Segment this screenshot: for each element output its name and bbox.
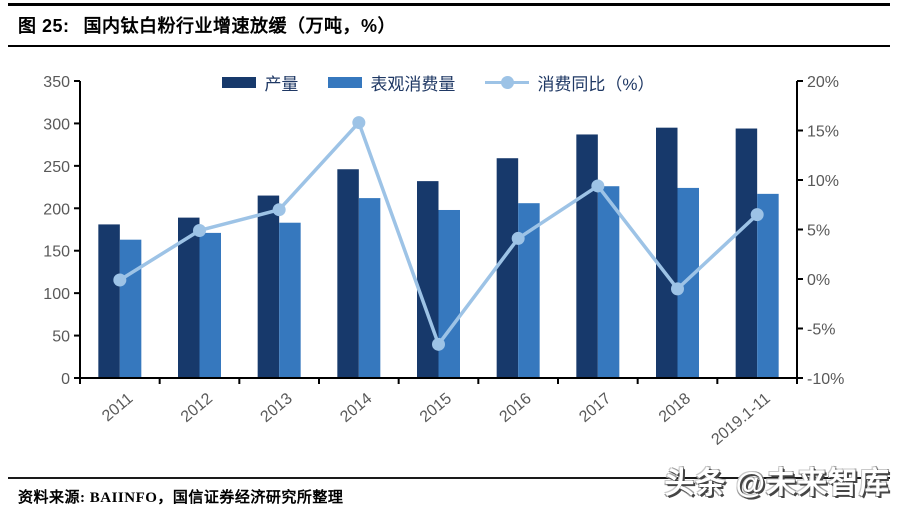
production-bar [656,127,678,379]
legend-item-consumption: 表观消费量 [328,70,455,95]
chart-legend: 产量 表观消费量 消费同比（%） [80,70,797,95]
yoy-marker [591,179,605,193]
left-axis-tick-label: 100 [43,286,70,303]
legend-label-production: 产量 [264,74,299,94]
left-axis-tick-label: 50 [52,329,70,346]
production-bar [496,158,519,378]
consumption-bar [358,198,381,378]
x-tick-label: 2012 [178,390,216,426]
header-top-rule [8,3,890,6]
right-axis-tick-label: 20% [807,74,839,91]
yoy-line-swatch [485,75,530,89]
legend-label-consumption: 表观消费量 [370,74,456,94]
figure-title-text: 国内钛白粉行业增速放缓（万吨，%） [83,16,397,36]
consumption-bar [677,187,699,378]
watermark: 头条 @未来智库 [664,467,890,500]
footer-rule [8,477,890,479]
consumption-bar [119,239,142,378]
header-bottom-rule [8,45,890,47]
production-bar [178,217,200,378]
right-axis-tick-label: 15% [807,124,839,141]
legend-item-production: 产量 [222,70,298,95]
production-bar-swatch [222,76,257,88]
x-tick-label: 2019.1-11 [709,390,774,449]
production-bar [257,195,280,378]
consumption-bar [757,193,779,378]
yoy-marker [511,231,525,245]
consumption-bar [518,203,540,378]
right-axis-tick-label: -10% [807,371,844,388]
yoy-marker [432,337,445,351]
x-tick-label: 2011 [99,390,136,425]
x-tick-label: 2015 [417,390,455,426]
chart-area: 0 50 100 150 200 250 300 350 -10% -5% 0% 5% 10% 15% 20… [0,47,898,477]
x-tick-label: 2018 [656,390,694,426]
consumption-bar-swatch [328,76,363,88]
yoy-marker [193,223,206,237]
yoy-marker [113,273,127,287]
x-tick-label: 2014 [337,390,375,426]
production-bar [98,224,120,378]
right-axis-tick-label: 0% [807,272,830,289]
left-axis-tick-label: 150 [43,244,70,261]
x-tick-label: 2013 [258,390,296,426]
yoy-marker [750,208,764,222]
right-axis-tick-label: 5% [807,223,830,240]
left-axis-tick-label: 250 [43,159,70,176]
yoy-line-swatch-dot [501,75,515,89]
legend-item-yoy: 消费同比（%） [485,70,655,95]
legend-label-yoy: 消费同比（%） [537,74,655,94]
figure-label: 图 25: [18,16,70,36]
left-axis-tick-label: 300 [43,116,70,133]
chart-canvas: 0 50 100 150 200 250 300 350 -10% -5% 0% 5% 10% 15% 20… [43,74,844,449]
consumption-bar [597,186,620,378]
consumption-bar [199,232,221,378]
x-tick-label: 2016 [497,390,535,426]
production-bar [735,128,758,378]
left-axis-tick-label: 0 [61,371,70,388]
yoy-marker [272,203,286,217]
yoy-marker [671,282,684,296]
right-axis-tick-label: -5% [807,322,835,339]
source-note: 资料来源: BAIINFO，国信证券经济研究所整理 [18,490,344,506]
production-bar [337,169,359,378]
x-tick-label: 2017 [576,390,614,426]
right-axis-tick-label: 10% [807,173,839,190]
yoy-marker [352,116,366,130]
production-bar [576,134,598,378]
page-title: 图 25: 国内钛白粉行业增速放缓（万吨，%） [18,12,396,38]
left-axis-tick-label: 200 [43,201,70,218]
consumption-bar [438,209,460,378]
consumption-bar [279,222,301,378]
left-axis-tick-label: 350 [43,74,70,91]
